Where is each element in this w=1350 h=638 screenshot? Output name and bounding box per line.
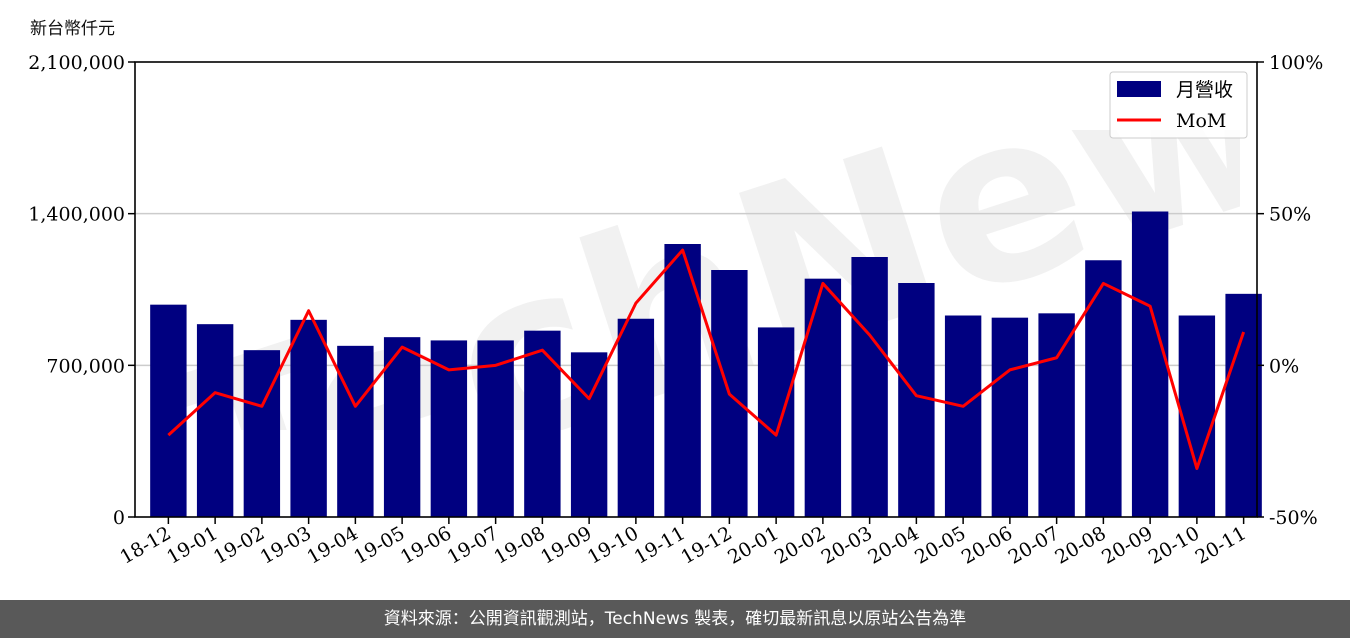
revenue-chart: 0 700,000 1,400,000 2,100,000 -50% 0% 50% 100% 1…	[28, 52, 1323, 569]
bar-20-01	[757, 327, 795, 517]
mom-line	[167, 248, 1246, 470]
plot-frame	[134, 61, 1258, 518]
bar-18-12	[150, 304, 187, 517]
x-tick-label: 20-06	[958, 522, 1016, 568]
bar-19-04	[337, 345, 374, 517]
y-left-tick-label: 1,400,000	[28, 204, 125, 226]
x-tick-label: 19-10	[584, 522, 642, 568]
legend-label-mom: MoM	[1176, 110, 1226, 132]
x-tick-label: 19-04	[303, 522, 361, 568]
y-left-tick-label: 700,000	[46, 355, 125, 377]
x-tick-label: 19-05	[350, 522, 408, 568]
bar-20-05	[944, 315, 982, 517]
x-tick-label: 19-11	[631, 522, 689, 568]
x-tick-label: 20-04	[864, 522, 922, 568]
bar-19-08	[524, 330, 561, 517]
x-tick-label: 19-01	[163, 522, 221, 568]
bar-20-09	[1131, 211, 1169, 517]
y-right-tick-label: 50%	[1269, 204, 1311, 226]
y-axis-unit-label: 新台幣仟元	[30, 19, 115, 39]
bar-19-02	[243, 350, 281, 517]
y-right-tick-label: 100%	[1269, 52, 1323, 74]
x-tick-label: 20-05	[911, 522, 969, 568]
x-tick-label: 19-07	[444, 522, 502, 568]
y-left-tick-label: 2,100,000	[28, 52, 125, 74]
x-tick-label: 20-02	[771, 522, 829, 568]
bar-19-05	[383, 337, 421, 517]
bar-20-08	[1085, 260, 1122, 517]
x-tick-label: 19-02	[210, 522, 268, 568]
bar-19-10	[617, 318, 655, 517]
legend-swatch-bar	[1117, 81, 1161, 97]
x-tick-label: 20-08	[1051, 522, 1109, 568]
x-tick-label: 20-07	[1005, 522, 1063, 568]
bar-20-07	[1038, 313, 1075, 517]
bar-19-09	[570, 352, 608, 517]
bar-19-06	[430, 340, 468, 517]
y-left-tick-label: 0	[113, 507, 125, 529]
x-tick-label: 20-10	[1145, 522, 1203, 568]
x-tick-label: 18-12	[116, 522, 174, 568]
y-right-tick-label: -50%	[1269, 507, 1318, 529]
x-tick-label: 19-03	[257, 522, 315, 568]
bar-19-01	[196, 324, 234, 517]
x-tick-label: 19-09	[537, 522, 595, 568]
x-tick-label: 19-12	[677, 522, 735, 568]
bar-20-06	[991, 317, 1029, 517]
x-tick-label: 20-03	[818, 522, 876, 568]
bar-20-02	[804, 278, 842, 517]
bar-20-03	[851, 257, 888, 517]
y-right-tick-label: 0%	[1269, 355, 1299, 377]
bar-19-03	[290, 319, 327, 517]
x-tick-label: 20-11	[1192, 522, 1250, 568]
bar-20-10	[1178, 315, 1216, 517]
x-tick-label: 19-08	[490, 522, 548, 568]
x-tick-label: 19-06	[397, 522, 455, 568]
legend-label-revenue: 月營收	[1176, 79, 1233, 101]
source-footer: 資料來源：公開資訊觀測站，TechNews 製表，確切最新訊息以原站公告為準	[0, 600, 1350, 638]
bar-20-11	[1225, 293, 1262, 517]
bar-19-07	[477, 340, 514, 517]
x-tick-label: 20-09	[1098, 522, 1156, 568]
bar-20-04	[898, 283, 935, 517]
x-tick-label: 20-01	[724, 522, 782, 568]
